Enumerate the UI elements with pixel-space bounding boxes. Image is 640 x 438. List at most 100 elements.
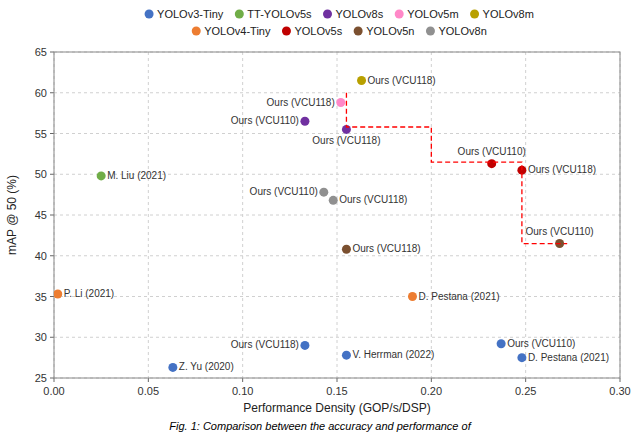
grid-line — [54, 133, 620, 134]
tick-label: 0.05 — [138, 385, 159, 397]
tick-label: 0.20 — [421, 385, 442, 397]
tick-label: 0.15 — [326, 385, 347, 397]
legend-item: YOLOv5s — [282, 25, 343, 37]
grid-line — [431, 52, 432, 378]
legend-label: YOLOv8m — [483, 8, 534, 20]
legend-label: YOLOv8n — [438, 25, 486, 37]
tick-mark — [242, 378, 243, 382]
data-point — [487, 159, 496, 168]
legend-item: YOLOv3-Tiny — [145, 8, 224, 20]
x-axis-label: Performance Density (GOP/s/DSP) — [243, 401, 430, 415]
legend-marker — [145, 10, 154, 19]
point-label: P. Li (2021) — [64, 288, 114, 299]
tick-mark — [50, 337, 54, 338]
y-axis-label: mAP @ 50 (%) — [5, 175, 19, 255]
legend-item: YOLOv8s — [323, 8, 384, 20]
point-label: Ours (VCU118) — [231, 339, 299, 350]
tick-mark — [50, 215, 54, 216]
legend-item: YOLOv8n — [426, 25, 487, 37]
point-label: D. Pestana (2021) — [418, 291, 499, 302]
legend-marker — [395, 10, 404, 19]
data-point — [168, 363, 177, 372]
point-label: Ours (VCU110) — [507, 338, 575, 349]
data-point — [336, 98, 345, 107]
legend-marker — [470, 10, 479, 19]
grid-line — [148, 52, 149, 378]
tick-label: 35 — [35, 291, 47, 303]
point-label: Ours (VCU110) — [526, 226, 594, 237]
grid-line — [54, 215, 620, 216]
legend-label: YOLOv3-Tiny — [157, 8, 224, 20]
grid-line — [54, 255, 620, 256]
grid-line — [525, 52, 526, 378]
legend-label: YOLOv8s — [336, 8, 384, 20]
legend-item: YOLOv4-Tiny — [192, 25, 271, 37]
tick-label: 65 — [35, 46, 47, 58]
point-label: Ours (VCU110) — [458, 146, 526, 157]
legend-marker — [282, 27, 291, 36]
point-label: Z. Yu (2020) — [179, 361, 234, 372]
tick-label: 45 — [35, 209, 47, 221]
legend-marker — [354, 27, 363, 36]
tick-mark — [50, 92, 54, 93]
data-point — [329, 196, 338, 205]
data-point — [97, 171, 106, 180]
data-point — [54, 290, 62, 299]
tick-label: 0.10 — [232, 385, 253, 397]
legend-item: YOLOv8m — [470, 8, 534, 20]
point-label: Ours (VCU118) — [312, 135, 380, 146]
data-point — [342, 245, 351, 254]
legend-item: YOLOv5n — [354, 25, 415, 37]
tick-mark — [50, 174, 54, 175]
grid-line — [54, 92, 620, 93]
legend-label: YOLOv5s — [294, 25, 342, 37]
tick-label: 0.00 — [43, 385, 64, 397]
legend-marker — [235, 10, 244, 19]
tick-mark — [50, 378, 54, 379]
plot-frame — [54, 52, 620, 378]
legend-marker — [323, 10, 332, 19]
tick-label: 60 — [35, 87, 47, 99]
data-point — [300, 341, 309, 350]
ticks: 0.000.050.100.150.200.250.30253035404550… — [35, 46, 631, 397]
data-point — [497, 339, 506, 348]
caption: Fig. 1: Comparison between the accuracy … — [169, 420, 471, 432]
data-point — [300, 117, 309, 126]
legend-label: TT-YOLOv5s — [247, 8, 312, 20]
point-label: Ours (VCU118) — [339, 194, 407, 205]
point-label: Ours (VCU118) — [352, 243, 420, 254]
point-label: Ours (VCU118) — [368, 75, 436, 86]
point-label: M. Liu (2021) — [107, 170, 166, 181]
point-label: Ours (VCU118) — [528, 164, 596, 175]
tick-mark — [431, 378, 432, 382]
point-label: Ours (VCU110) — [231, 115, 299, 126]
data-point — [357, 76, 366, 85]
point-label: Ours (VCU118) — [267, 97, 335, 108]
tick-mark — [50, 255, 54, 256]
legend-item: YOLOv5m — [395, 8, 459, 20]
tick-mark — [54, 378, 55, 382]
tick-mark — [337, 378, 338, 382]
point-labels: Z. Yu (2020) Ours (VCU118) V. Herrman (202… — [64, 75, 609, 373]
legend-item: TT-YOLOv5s — [235, 8, 312, 20]
marks — [54, 76, 567, 372]
data-point — [342, 351, 351, 360]
point-label: V. Herrman (2022) — [352, 349, 434, 360]
legend-marker — [426, 27, 435, 36]
tick-label: 50 — [35, 168, 47, 180]
tick-mark — [50, 296, 54, 297]
tick-mark — [50, 52, 54, 53]
legend-label: YOLOv5n — [366, 25, 414, 37]
legend-label: YOLOv4-Tiny — [204, 25, 271, 37]
tick-mark — [620, 378, 621, 382]
legend-label: YOLOv5m — [407, 8, 458, 20]
tick-label: 25 — [35, 372, 47, 384]
chart: 0.000.050.100.150.200.250.30253035404550… — [0, 0, 640, 438]
legend: YOLOv3-Tiny TT-YOLOv5s YOLOv8s YOLOv5m YOLOv… — [145, 8, 534, 37]
tick-label: 55 — [35, 128, 47, 140]
point-label: Ours (VCU110) — [250, 186, 318, 197]
grid — [54, 52, 620, 378]
legend-marker — [192, 27, 201, 36]
tick-label: 0.25 — [515, 385, 536, 397]
tick-label: 40 — [35, 250, 47, 262]
